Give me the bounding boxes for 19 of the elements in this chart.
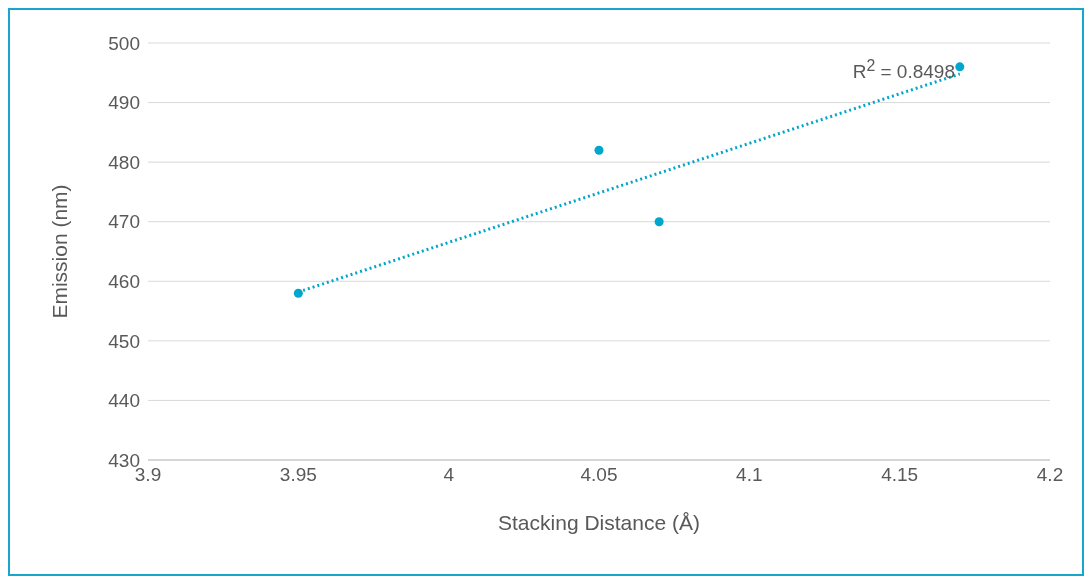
point (654, 217, 664, 227)
x-tick-label: 4.2 (1036, 464, 1064, 486)
y-tick-label: 480 (108, 151, 140, 173)
y-tick-label: 440 (108, 390, 140, 412)
point (955, 62, 965, 72)
x-tick-label: 3.95 (279, 464, 317, 486)
x-tick-label: 4 (443, 464, 455, 486)
y-tick-label: 500 (108, 32, 140, 54)
point (594, 145, 604, 155)
x-axis-title: Stacking Distance (Å) (498, 511, 700, 534)
x-tick-label: 4.1 (736, 464, 763, 486)
y-axis-title: Emission (nm) (48, 184, 72, 319)
annotation: R$^{2}$ = 0.8498 (852, 57, 955, 84)
y-tick-label: 490 (108, 92, 140, 114)
x-tick-label: 4.05 (580, 464, 618, 486)
x-tick-label: 4.15 (881, 464, 919, 486)
y-tick-label: 460 (108, 271, 140, 293)
y-tick-label: 450 (108, 330, 140, 352)
y-tick-label: 470 (108, 211, 140, 233)
